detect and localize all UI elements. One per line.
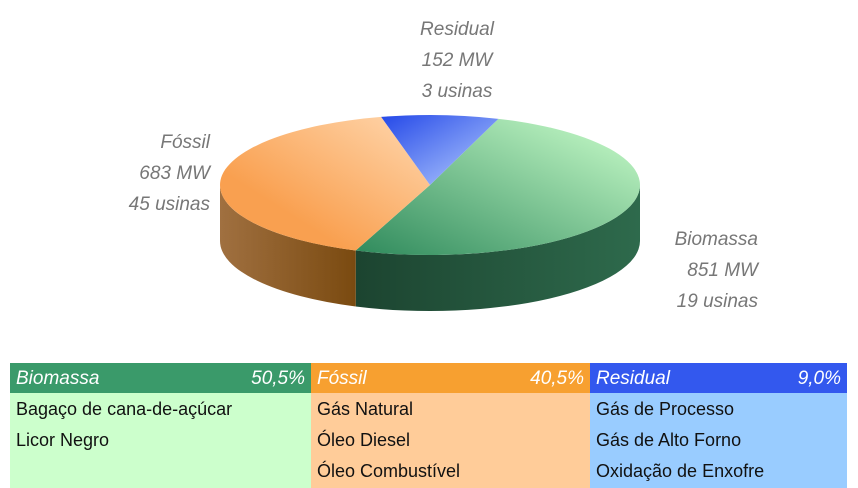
column-item: Licor Negro [16,430,109,450]
pie-side [355,185,640,311]
column-share: 9,0% [798,368,841,389]
pie-slice [219,116,430,251]
labels: Biomassa 851 MW 19 usinas Fóssil 683 MW 45 us… [129,19,760,312]
table: Biomassa 50,5% Bagaço de cana-de-açúcar Lic… [10,363,847,488]
column-share: 50,5% [251,368,305,389]
column-name: Residual [596,368,671,389]
pie-side [220,185,356,307]
slice-value: 851 MW [687,260,760,281]
table-body-cell [590,393,847,488]
column-name: Biomassa [16,368,99,389]
table-body-cell [311,393,590,488]
column-item: Oxidação de Enxofre [596,461,764,481]
column-item: Óleo Diesel [317,429,410,450]
slice-label: Residual [420,19,495,40]
slice-value: 152 MW [422,50,495,71]
column-item: Bagaço de cana-de-açúcar [16,399,232,419]
pie-slice [355,118,640,255]
table-header-cell [590,363,847,393]
table-body-cell [10,393,311,488]
column-share: 40,5% [530,368,584,389]
slice-label: Biomassa [675,229,758,250]
slice-plants: 19 usinas [677,291,759,312]
pie-slice [381,114,499,185]
slice-plants: 3 usinas [422,81,493,102]
column-item: Gás Natural [317,399,413,419]
table-header-cell [10,363,311,393]
slice-value: 683 MW [139,163,212,184]
column-name: Fóssil [317,368,367,389]
column-item: Gás de Processo [596,399,734,419]
pie [219,114,640,311]
table-header-cell [311,363,590,393]
slice-plants: 45 usinas [129,194,211,215]
slice-label: Fóssil [160,132,210,153]
column-item: Óleo Combustível [317,460,460,481]
column-item: Gás de Alto Forno [596,430,741,450]
